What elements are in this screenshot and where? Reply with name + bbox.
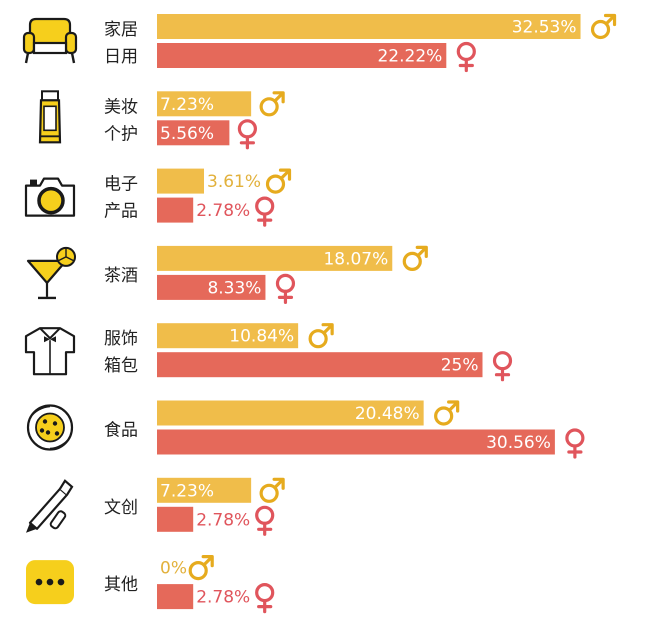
category-4-female-bar [157, 352, 483, 378]
category-0-male-value-label: 32.53% [512, 18, 577, 38]
category-2-male-bar [157, 168, 205, 194]
category-0-female-value-label: 22.22% [377, 47, 442, 67]
category-4-female-value-label: 25% [441, 356, 479, 376]
category-5-male-bar [157, 400, 424, 426]
category-3-female-bar [157, 274, 266, 300]
category-5-female-female-symbol-icon [565, 428, 585, 459]
category-7-male-male-symbol-icon [188, 554, 214, 581]
category-4-female-female-symbol-icon [492, 351, 513, 382]
category-7-male-value-label: 0% [160, 559, 187, 579]
category-5-male-male-symbol-icon [434, 400, 460, 426]
category-2-female-female-symbol-icon [255, 196, 275, 227]
category-0-female-bar [157, 43, 447, 68]
category-6-label: 文创 [104, 498, 138, 518]
category-3-female-female-symbol-icon [275, 273, 296, 304]
category-4-label: 服饰箱包 [104, 329, 138, 376]
category-4-male-value-label: 10.84% [229, 327, 294, 347]
sofa-icon [22, 17, 78, 64]
category-7-female-bar [157, 584, 194, 610]
category-2-label: 电子产品 [104, 175, 138, 222]
category-3-male-value-label: 18.07% [323, 249, 388, 269]
category-3-male-male-symbol-icon [402, 245, 428, 271]
category-1-label: 美妆个护 [104, 97, 138, 144]
category-6-male-value-label: 7.23% [160, 481, 214, 501]
category-1-male-value-label: 7.23% [160, 95, 214, 115]
category-1-female-female-symbol-icon [237, 119, 257, 150]
category-6-female-female-symbol-icon [255, 505, 275, 536]
category-1-male-bar [157, 91, 252, 117]
category-7-female-value-label: 2.78% [196, 588, 250, 608]
category-0-male-bar [157, 14, 581, 39]
shirt-icon [24, 327, 76, 376]
category-6-male-bar [157, 477, 252, 503]
pen-icon [26, 479, 74, 533]
category-5-label: 食品 [104, 421, 138, 441]
category-1-female-bar [157, 120, 230, 146]
category-6-female-value-label: 2.78% [196, 510, 250, 530]
category-1-male-male-symbol-icon [259, 91, 285, 117]
pizza-icon [26, 404, 74, 451]
category-0-label: 家居日用 [104, 20, 138, 67]
camera-icon [24, 177, 76, 217]
category-3-label: 茶酒 [104, 266, 138, 286]
category-0-male-male-symbol-icon [590, 13, 617, 40]
category-1-female-value-label: 5.56% [160, 124, 214, 144]
category-2-female-bar [157, 197, 194, 223]
category-2-male-value-label: 3.61% [207, 172, 261, 192]
cocktail-icon [26, 246, 76, 300]
category-4-male-bar [157, 323, 299, 349]
category-6-male-male-symbol-icon [259, 477, 285, 503]
more-dots-icon [26, 560, 74, 605]
category-7-female-female-symbol-icon [255, 582, 275, 614]
category-3-male-bar [157, 245, 393, 271]
cosmetic-tube-icon [38, 90, 62, 144]
category-6-female-bar [157, 506, 194, 532]
category-5-female-bar [157, 429, 555, 455]
category-5-male-value-label: 20.48% [355, 404, 420, 424]
category-7-label: 其他 [104, 575, 138, 595]
category-3-female-value-label: 8.33% [207, 278, 261, 298]
category-2-female-value-label: 2.78% [196, 201, 250, 221]
category-2-male-male-symbol-icon [265, 168, 292, 194]
category-0-female-female-symbol-icon [456, 41, 476, 73]
category-5-female-value-label: 30.56% [486, 433, 551, 453]
category-4-male-male-symbol-icon [308, 323, 334, 349]
